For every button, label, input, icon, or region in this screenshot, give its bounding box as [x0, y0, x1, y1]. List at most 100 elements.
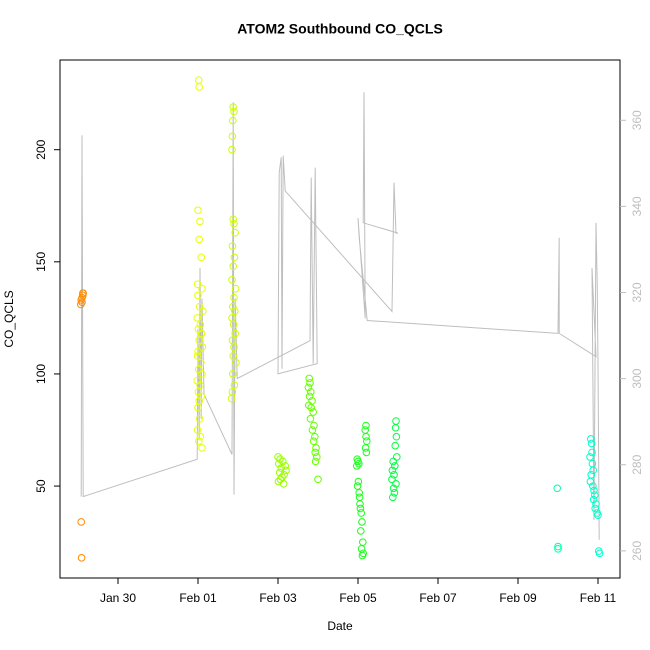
point: [195, 235, 203, 244]
point: [309, 437, 318, 446]
point: [590, 486, 598, 495]
point: [588, 448, 596, 457]
point: [589, 482, 597, 490]
x-tick-label: Feb 09: [499, 591, 537, 605]
point: [77, 300, 85, 309]
point: [197, 329, 206, 338]
point: [231, 307, 239, 315]
point: [277, 464, 286, 472]
y2-tick-label: 360: [630, 110, 644, 130]
point: [389, 493, 397, 502]
line: [80, 92, 600, 540]
point: [359, 538, 367, 546]
point: [228, 275, 236, 284]
point: [591, 504, 600, 513]
plot-frame: [59, 59, 621, 579]
point: [77, 518, 85, 526]
point: [306, 414, 315, 423]
point: [196, 320, 205, 329]
point: [362, 432, 370, 441]
point: [595, 549, 604, 558]
point: [229, 215, 237, 224]
point: [355, 493, 364, 502]
point: [230, 343, 238, 351]
point: [389, 457, 398, 466]
point: [193, 280, 202, 289]
point: [307, 388, 315, 396]
point: [392, 417, 400, 425]
point: [194, 347, 202, 356]
point: [79, 289, 87, 298]
x-tick-label: Feb 05: [339, 591, 377, 605]
y-tick-label: 150: [34, 251, 48, 271]
point: [357, 545, 366, 553]
point: [355, 488, 364, 497]
point: [589, 495, 598, 504]
point: [195, 83, 203, 91]
point: [230, 107, 238, 116]
point: [229, 352, 237, 360]
point: [199, 307, 207, 315]
point: [388, 466, 397, 475]
point: [231, 228, 239, 237]
point: [274, 477, 283, 486]
point: [195, 437, 203, 446]
point: [361, 444, 370, 452]
point: [231, 284, 240, 293]
point: [357, 509, 366, 517]
point: [305, 401, 313, 410]
point: [198, 370, 206, 378]
point: [77, 554, 86, 562]
point: [391, 462, 399, 470]
point: [391, 441, 400, 450]
point: [282, 466, 290, 475]
point: [311, 457, 320, 466]
point: [390, 471, 398, 479]
x-tick-label: Feb 07: [419, 591, 457, 605]
point: [228, 145, 236, 154]
point: [275, 459, 283, 468]
point: [193, 314, 201, 322]
point: [230, 381, 239, 389]
x-tick-label: Jan 30: [100, 591, 136, 605]
x-tick-label: Feb 03: [259, 591, 297, 605]
point: [228, 242, 237, 250]
point: [591, 491, 599, 499]
point: [587, 439, 596, 448]
point: [393, 453, 401, 461]
point: [229, 116, 237, 125]
point: [305, 392, 314, 401]
point: [392, 480, 400, 488]
point: [313, 453, 321, 461]
point: [196, 217, 204, 226]
point: [594, 511, 602, 520]
point: [229, 103, 237, 111]
point: [229, 302, 237, 311]
point: [195, 76, 203, 84]
point: [388, 475, 396, 484]
point: [553, 484, 562, 493]
point: [353, 482, 362, 490]
point: [78, 293, 86, 302]
point: [312, 444, 320, 452]
point: [361, 426, 370, 434]
point: [587, 435, 595, 443]
point: [197, 253, 205, 262]
point: [230, 253, 239, 262]
point: [311, 432, 319, 441]
point: [232, 358, 240, 367]
point: [229, 320, 238, 329]
point: [281, 462, 290, 470]
y2-tick-label: 340: [630, 196, 644, 216]
point: [193, 352, 202, 360]
point: [354, 477, 363, 486]
y2-tick-label: 260: [630, 541, 644, 561]
point: [310, 421, 318, 430]
point: [389, 484, 398, 493]
point: [308, 426, 317, 434]
point: [227, 394, 236, 403]
point: [362, 448, 371, 457]
point: [305, 374, 314, 383]
point: [230, 219, 238, 228]
point: [194, 206, 202, 215]
